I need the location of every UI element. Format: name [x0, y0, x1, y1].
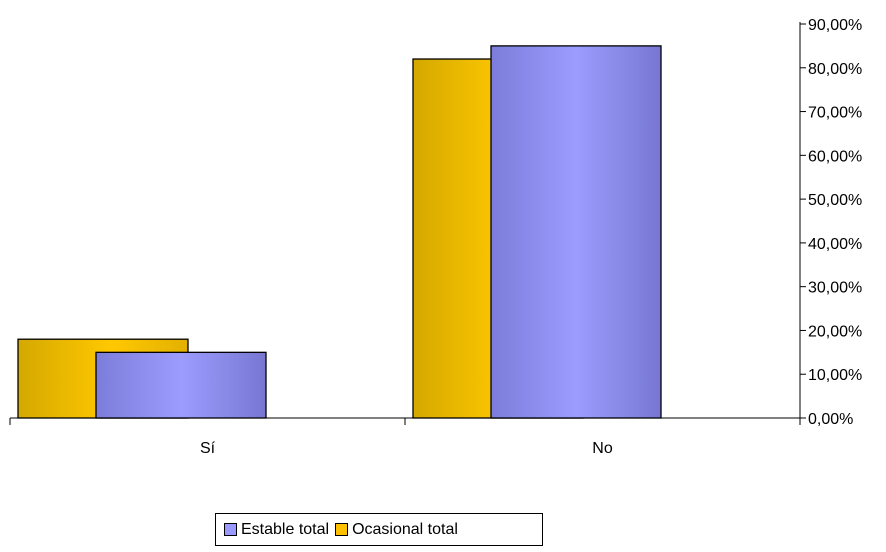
- y-tick-label: 50,00%: [808, 192, 862, 209]
- x-tick-label: Sí: [200, 440, 216, 457]
- legend: Estable total Ocasional total: [215, 513, 543, 546]
- y-tick-label: 70,00%: [808, 105, 862, 122]
- legend-swatch-estable: [224, 523, 237, 536]
- bar-estable-si: [95, 351, 267, 419]
- y-tick-label: 20,00%: [808, 323, 862, 340]
- legend-swatch-ocasional: [335, 523, 349, 536]
- legend-label-estable: Estable total: [241, 520, 330, 538]
- y-tick-label: 80,00%: [808, 61, 862, 78]
- y-tick-label: 40,00%: [808, 236, 862, 253]
- y-tick-label: 90,00%: [808, 17, 862, 34]
- legend-item-ocasional: Ocasional total: [335, 521, 458, 539]
- legend-label-ocasional: Ocasional total: [352, 520, 458, 538]
- y-tick-label: 30,00%: [808, 280, 862, 297]
- y-tick-label: 10,00%: [808, 367, 862, 384]
- y-tick-label: 60,00%: [808, 148, 862, 165]
- bar-estable-no: [490, 45, 662, 419]
- x-tick-label: No: [592, 440, 613, 457]
- y-tick-label: 0,00%: [808, 411, 853, 428]
- legend-item-estable: Estable total: [224, 521, 329, 539]
